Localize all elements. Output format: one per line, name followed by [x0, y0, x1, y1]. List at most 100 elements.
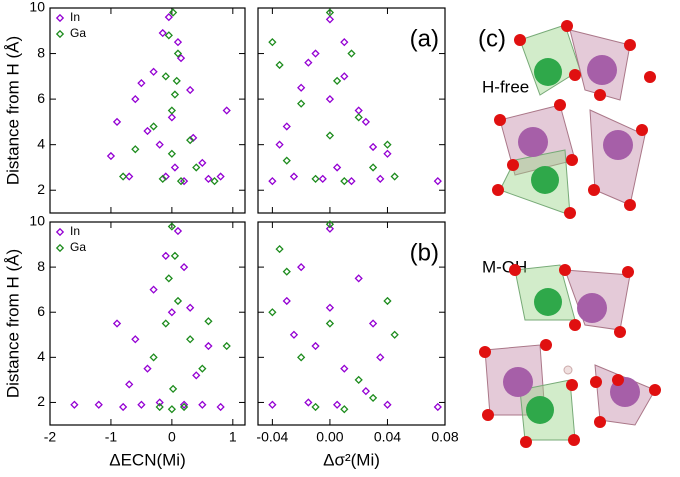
point [186, 303, 195, 312]
point [361, 117, 371, 127]
point [304, 58, 313, 67]
point [149, 285, 158, 294]
x-tick-label: 1 [229, 429, 237, 445]
panel-label: (c) [478, 25, 506, 52]
point [167, 222, 176, 231]
point [332, 400, 342, 409]
legend-marker [55, 227, 65, 237]
point [161, 251, 170, 260]
in-atoms [503, 55, 640, 407]
point [143, 126, 152, 136]
point [325, 8, 335, 17]
plot-frame [257, 7, 446, 214]
y-tick-label: 8 [37, 44, 45, 60]
point [304, 398, 313, 407]
point [112, 117, 122, 127]
legend-label: In [70, 224, 80, 238]
plot-frame [49, 221, 246, 426]
point [289, 172, 299, 181]
point [325, 15, 335, 24]
y-tick-label: 10 [29, 213, 45, 229]
point [149, 67, 158, 76]
point [368, 142, 378, 152]
point [297, 262, 306, 272]
point [368, 319, 378, 328]
point [173, 296, 183, 306]
point [167, 405, 176, 414]
point [390, 330, 399, 339]
point [172, 76, 181, 86]
point [167, 106, 176, 115]
x-tick-label: 0 [168, 429, 176, 445]
point [210, 176, 219, 186]
point [390, 172, 399, 181]
point [176, 176, 186, 186]
point [268, 38, 277, 47]
point [149, 353, 158, 362]
point [216, 402, 225, 412]
point [340, 176, 349, 186]
point [268, 308, 277, 317]
point [198, 158, 207, 168]
point [179, 176, 189, 186]
point [170, 163, 180, 172]
point [167, 149, 176, 158]
point [383, 140, 392, 149]
y-tick-label: 2 [37, 181, 45, 197]
point [376, 353, 385, 362]
point [216, 172, 225, 181]
point [347, 176, 356, 186]
point [325, 319, 335, 328]
point [383, 296, 392, 306]
point [332, 163, 342, 172]
point [158, 174, 167, 183]
point [131, 335, 140, 344]
point [383, 400, 392, 409]
point [161, 72, 170, 81]
point [167, 113, 176, 122]
point [340, 38, 349, 47]
point [282, 267, 291, 276]
legend-label: In [70, 10, 80, 24]
point [94, 400, 103, 409]
point [325, 94, 335, 104]
point [340, 364, 349, 373]
y-tick-label: 4 [37, 348, 45, 364]
point [311, 174, 320, 183]
x-tick-label: 0.08 [431, 429, 458, 445]
point [143, 364, 152, 373]
x-axis-label: Δσ²(Mi) [323, 450, 380, 469]
point [275, 140, 284, 149]
plot-frame [257, 221, 446, 426]
point [433, 176, 442, 186]
point [170, 251, 180, 260]
point [383, 149, 392, 158]
point [106, 151, 116, 161]
x-tick-label: 0.00 [316, 429, 343, 445]
point [311, 49, 320, 58]
point [186, 135, 195, 145]
point [164, 274, 173, 283]
point [125, 172, 134, 181]
point [268, 176, 277, 186]
point [204, 317, 213, 326]
structures: (c) H-free M-OH [478, 20, 661, 448]
point [204, 174, 213, 183]
point [168, 8, 178, 17]
point [297, 99, 306, 108]
point [119, 402, 128, 412]
point [186, 335, 195, 344]
point [361, 387, 371, 396]
y-tick-label: 6 [37, 90, 45, 106]
point [354, 113, 363, 122]
x-tick-label: -0.04 [256, 429, 288, 445]
point [289, 330, 299, 339]
point [311, 402, 320, 412]
point [297, 83, 306, 92]
point [222, 341, 231, 351]
point [275, 244, 284, 254]
point [70, 400, 79, 409]
point [186, 85, 195, 95]
y-axis-label: Distance from H (Å) [3, 36, 22, 185]
